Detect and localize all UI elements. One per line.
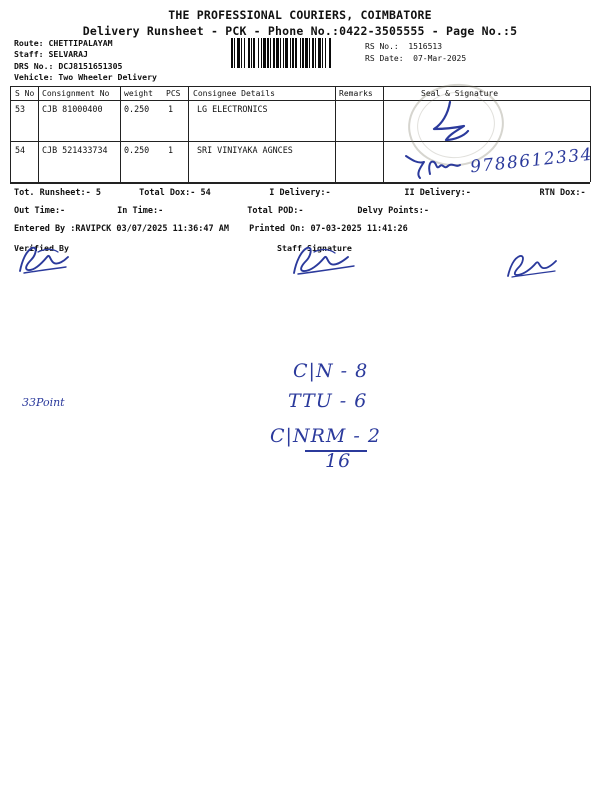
table-cell-pcs: 1 xyxy=(168,145,174,155)
header-meta-right: RS No.: 1516513 RS Date: 07-Mar-2025 xyxy=(365,41,466,64)
barcode-icon xyxy=(231,38,331,68)
table-column-rule xyxy=(10,86,11,182)
table-cell-pcs: 1 xyxy=(168,104,174,114)
staff-signature-label: Staff Signature xyxy=(277,243,352,253)
table-rule xyxy=(10,141,590,142)
totals-row-1: Tot. Runsheet:- 5 Total Dox:- 54 I Deliv… xyxy=(14,188,586,198)
handwritten-line-3: C|NRM - 2 xyxy=(270,425,381,447)
seal-signature-scribble xyxy=(432,100,470,142)
table-column-rule xyxy=(590,86,591,182)
table-header-weight: weight xyxy=(124,89,153,98)
table-column-rule xyxy=(383,86,384,182)
verified-by-label: Verified By xyxy=(14,243,69,253)
handwritten-line-1: C|N - 8 xyxy=(293,360,369,382)
entered-by: Entered By :RAVIPCK 03/07/2025 11:36:47 … xyxy=(14,224,229,234)
out-time: Out Time:- xyxy=(14,206,66,216)
total-dox: Total Dox:- 54 xyxy=(139,188,211,198)
i-delivery: I Delivery:- xyxy=(269,188,331,198)
rtn-dox: RTN Dox:- xyxy=(539,188,586,198)
consignee-initial-scribble xyxy=(405,155,461,179)
company-title: THE PROFESSIONAL COURIERS, COIMBATORE xyxy=(168,8,432,22)
ii-delivery: II Delivery:- xyxy=(404,188,471,198)
table-header-consignee: Consignee Details xyxy=(193,89,275,98)
tot-runsheet: Tot. Runsheet:- 5 xyxy=(14,188,101,198)
delvy-points: Delvy Points:- xyxy=(357,206,430,216)
handwritten-line-2: TTU - 6 xyxy=(288,390,368,412)
table-column-rule xyxy=(38,86,39,182)
handwritten-left-note: 33Point xyxy=(22,396,65,409)
table-rule xyxy=(10,86,590,87)
totals-divider-top xyxy=(10,183,590,184)
in-time: In Time:- xyxy=(117,206,164,216)
table-header-remarks: Remarks xyxy=(339,89,373,98)
third-signature xyxy=(507,255,557,278)
table-cell-consignee: SRI VINIYAKA AGNCES xyxy=(197,145,293,155)
staff-field: Staff: SELVARAJ xyxy=(14,49,88,60)
table-column-rule xyxy=(335,86,336,182)
table-cell-sno: 54 xyxy=(15,145,26,155)
table-header-consignment: Consignment No xyxy=(42,89,110,98)
vehicle-field: Vehicle: Two Wheeler Delivery xyxy=(14,72,157,83)
table-header-sno: S No xyxy=(15,89,35,98)
page-title: Delivery Runsheet - PCK - Phone No.:0422… xyxy=(82,24,518,38)
verified-by-signature xyxy=(19,246,69,274)
rs-date-field: RS Date: 07-Mar-2025 xyxy=(365,53,467,63)
rs-no-field: RS No.: 1516513 xyxy=(365,42,443,51)
table-cell-consignee: LG ELECTRONICS xyxy=(197,104,268,114)
table-header-pcs: PCS xyxy=(166,89,181,98)
total-pod: Total POD:- xyxy=(247,206,304,216)
header-meta-left: Route: CHETTIPALAYAM Staff: SELVARAJ DRS… xyxy=(14,38,157,84)
totals-row-3: Entered By :RAVIPCK 03/07/2025 11:36:47 … xyxy=(14,224,408,234)
route-field: Route: CHETTIPALAYAM xyxy=(14,38,113,48)
drs-no-field: DRS No.: DCJ8151651305 xyxy=(14,60,123,71)
totals-row-2: Out Time:- In Time:- Total POD:- Delvy P… xyxy=(14,206,429,216)
handwritten-sum-rule xyxy=(305,450,367,452)
staff-signature xyxy=(293,246,355,275)
handwritten-total: 16 xyxy=(325,450,352,472)
table-rule xyxy=(10,182,590,183)
consignment-table: S No Consignment No weight PCS Consignee Det… xyxy=(10,86,591,183)
table-rule xyxy=(10,100,590,101)
printed-on: Printed On: 07-03-2025 11:41:26 xyxy=(249,224,408,234)
table-cell-weight: 0.250 xyxy=(124,104,150,114)
table-cell-weight: 0.250 xyxy=(124,145,150,155)
table-column-rule xyxy=(120,86,121,182)
table-cell-sno: 53 xyxy=(15,104,26,114)
table-column-rule xyxy=(188,86,189,182)
table-cell-consignment: CJB 521433734 xyxy=(42,145,108,155)
table-cell-consignment: CJB 81000400 xyxy=(42,104,103,114)
